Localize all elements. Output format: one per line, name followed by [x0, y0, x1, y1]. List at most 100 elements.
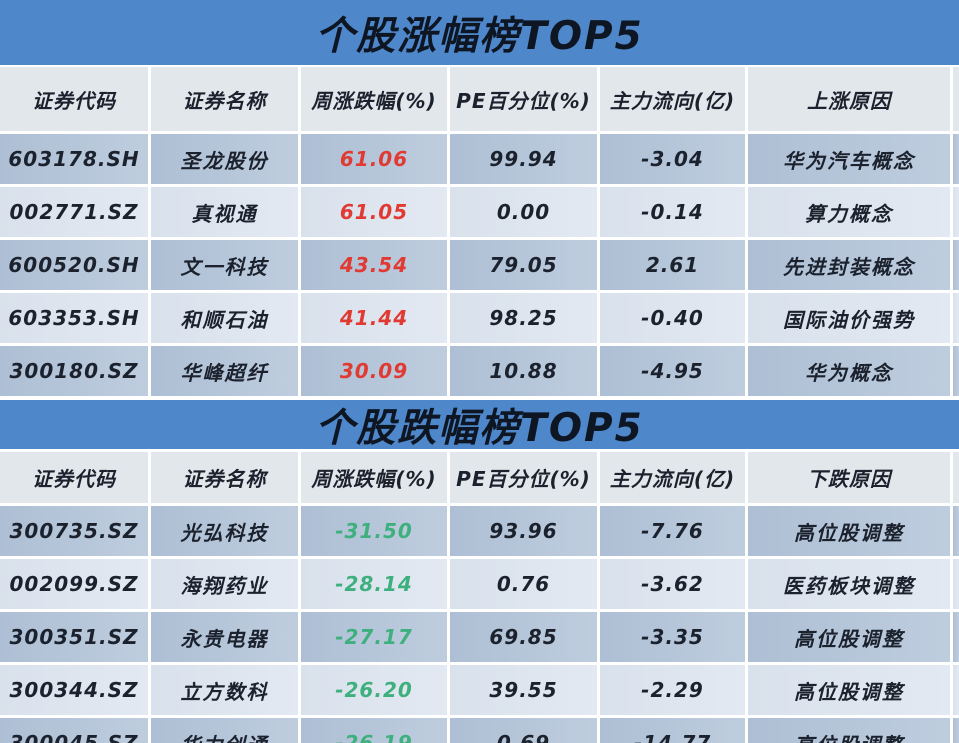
column-header-change: 周涨跌幅(%) [301, 67, 447, 131]
cell-change: 30.09 [301, 346, 447, 396]
cell-pe: 10.88 [450, 346, 597, 396]
cell-name: 立方数科 [151, 665, 298, 715]
cell-change: 61.05 [301, 187, 447, 237]
column-header-change: 周涨跌幅(%) [301, 452, 447, 503]
cell-flow: -7.76 [600, 506, 745, 556]
cell-code: 002099.SZ [0, 559, 148, 609]
cell-name: 真视通 [151, 187, 298, 237]
edge-sliver [953, 506, 959, 556]
table-row: 300351.SZ 永贵电器 -27.17 69.85 -3.35 高位股调整 [0, 612, 959, 662]
edge-sliver [953, 559, 959, 609]
cell-flow: -0.14 [600, 187, 745, 237]
cell-reason: 高位股调整 [748, 506, 950, 556]
cell-name: 圣龙股份 [151, 134, 298, 184]
cell-code: 300351.SZ [0, 612, 148, 662]
edge-sliver [953, 718, 959, 743]
cell-flow: -0.40 [600, 293, 745, 343]
cell-change: -26.20 [301, 665, 447, 715]
cell-name: 和顺石油 [151, 293, 298, 343]
cell-reason: 国际油价强势 [748, 293, 950, 343]
cell-reason: 高位股调整 [748, 665, 950, 715]
cell-change: -26.19 [301, 718, 447, 743]
table-row: 603353.SH 和顺石油 41.44 98.25 -0.40 国际油价强势 [0, 293, 959, 343]
cell-flow: -2.29 [600, 665, 745, 715]
column-header-name: 证券名称 [151, 67, 298, 131]
cell-pe: 93.96 [450, 506, 597, 556]
table-row: 002099.SZ 海翔药业 -28.14 0.76 -3.62 医药板块调整 [0, 559, 959, 609]
cell-name: 永贵电器 [151, 612, 298, 662]
cell-reason: 高位股调整 [748, 612, 950, 662]
gainers-section: 个股涨幅榜TOP5 证券代码 证券名称 周涨跌幅(%) PE百分位(%) 主力流… [0, 0, 959, 396]
cell-reason: 医药板块调整 [748, 559, 950, 609]
cell-pe: 79.05 [450, 240, 597, 290]
losers-title: 个股跌幅榜TOP5 [0, 400, 959, 451]
losers-header-row: 证券代码 证券名称 周涨跌幅(%) PE百分位(%) 主力流向(亿) 下跌原因 [0, 452, 959, 503]
table-row: 603178.SH 圣龙股份 61.06 99.94 -3.04 华为汽车概念 [0, 134, 959, 184]
gainers-title: 个股涨幅榜TOP5 [0, 0, 959, 65]
column-header-code: 证券代码 [0, 452, 148, 503]
cell-change: -31.50 [301, 506, 447, 556]
cell-code: 300045.SZ [0, 718, 148, 743]
cell-change: 41.44 [301, 293, 447, 343]
cell-flow: -3.04 [600, 134, 745, 184]
cell-pe: 39.55 [450, 665, 597, 715]
cell-code: 002771.SZ [0, 187, 148, 237]
cell-code: 300180.SZ [0, 346, 148, 396]
column-header-flow: 主力流向(亿) [600, 67, 745, 131]
cell-pe: 98.25 [450, 293, 597, 343]
edge-sliver [953, 612, 959, 662]
cell-pe: 0.00 [450, 187, 597, 237]
column-header-code: 证券代码 [0, 67, 148, 131]
cell-change: 61.06 [301, 134, 447, 184]
cell-change: -28.14 [301, 559, 447, 609]
losers-section: 个股跌幅榜TOP5 证券代码 证券名称 周涨跌幅(%) PE百分位(%) 主力流… [0, 400, 959, 743]
cell-pe: 69.85 [450, 612, 597, 662]
column-header-reason: 下跌原因 [748, 452, 950, 503]
edge-sliver [953, 346, 959, 396]
edge-sliver [953, 293, 959, 343]
table-row: 300045.SZ 华力创通 -26.19 0.69 -14.77 高位股调整 [0, 718, 959, 743]
cell-reason: 先进封装概念 [748, 240, 950, 290]
cell-flow: -14.77 [600, 718, 745, 743]
column-header-pe: PE百分位(%) [450, 67, 597, 131]
column-header-reason: 上涨原因 [748, 67, 950, 131]
cell-name: 文一科技 [151, 240, 298, 290]
cell-flow: -3.35 [600, 612, 745, 662]
cell-name: 光弘科技 [151, 506, 298, 556]
column-header-pe: PE百分位(%) [450, 452, 597, 503]
cell-code: 300735.SZ [0, 506, 148, 556]
table-row: 300180.SZ 华峰超纤 30.09 10.88 -4.95 华为概念 [0, 346, 959, 396]
edge-sliver [953, 240, 959, 290]
cell-name: 华峰超纤 [151, 346, 298, 396]
edge-sliver [953, 452, 959, 503]
cell-change: 43.54 [301, 240, 447, 290]
cell-code: 300344.SZ [0, 665, 148, 715]
column-header-flow: 主力流向(亿) [600, 452, 745, 503]
edge-sliver [953, 665, 959, 715]
cell-reason: 算力概念 [748, 187, 950, 237]
cell-flow: -4.95 [600, 346, 745, 396]
table-row: 600520.SH 文一科技 43.54 79.05 2.61 先进封装概念 [0, 240, 959, 290]
edge-sliver [953, 134, 959, 184]
cell-reason: 华为汽车概念 [748, 134, 950, 184]
cell-name: 华力创通 [151, 718, 298, 743]
table-row: 300344.SZ 立方数科 -26.20 39.55 -2.29 高位股调整 [0, 665, 959, 715]
cell-pe: 0.69 [450, 718, 597, 743]
cell-change: -27.17 [301, 612, 447, 662]
cell-flow: 2.61 [600, 240, 745, 290]
edge-sliver [953, 67, 959, 131]
cell-reason: 华为概念 [748, 346, 950, 396]
cell-pe: 0.76 [450, 559, 597, 609]
cell-code: 600520.SH [0, 240, 148, 290]
column-header-name: 证券名称 [151, 452, 298, 503]
cell-code: 603178.SH [0, 134, 148, 184]
cell-reason: 高位股调整 [748, 718, 950, 743]
edge-sliver [953, 187, 959, 237]
cell-code: 603353.SH [0, 293, 148, 343]
cell-name: 海翔药业 [151, 559, 298, 609]
table-row: 002771.SZ 真视通 61.05 0.00 -0.14 算力概念 [0, 187, 959, 237]
gainers-header-row: 证券代码 证券名称 周涨跌幅(%) PE百分位(%) 主力流向(亿) 上涨原因 [0, 67, 959, 131]
cell-flow: -3.62 [600, 559, 745, 609]
cell-pe: 99.94 [450, 134, 597, 184]
